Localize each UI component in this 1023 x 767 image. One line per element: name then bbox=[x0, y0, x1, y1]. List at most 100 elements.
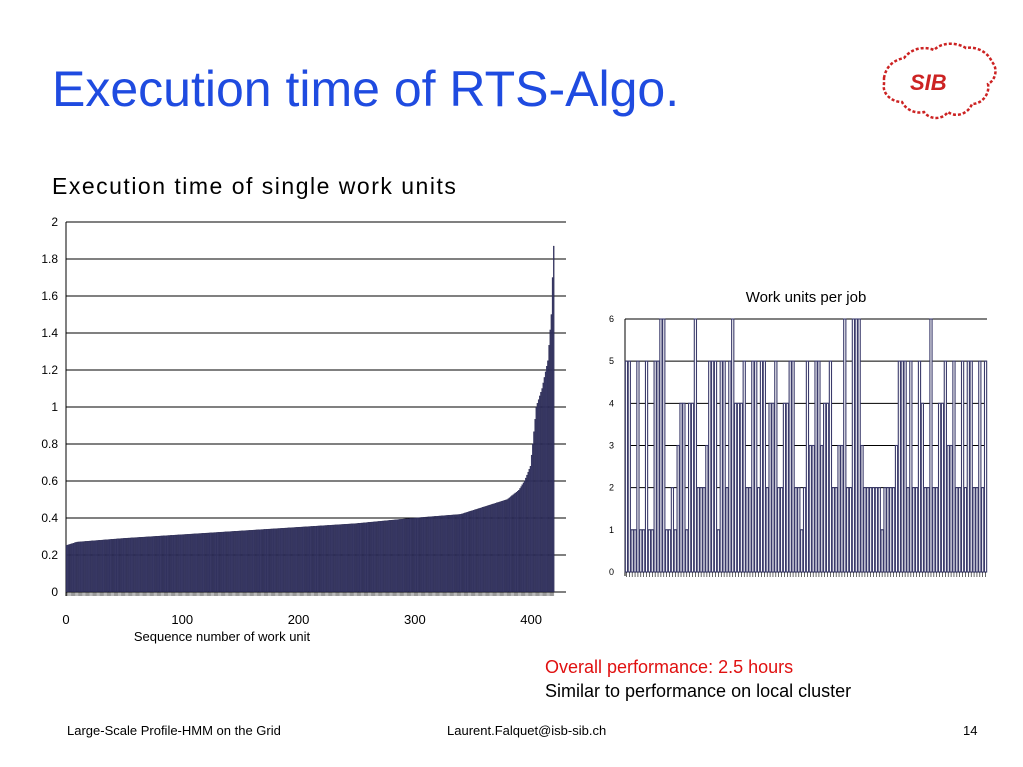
bar bbox=[182, 534, 184, 593]
bar bbox=[234, 531, 236, 593]
bar bbox=[290, 527, 292, 593]
bar bbox=[748, 487, 752, 573]
bar bbox=[75, 542, 77, 593]
bar bbox=[185, 534, 187, 593]
bar bbox=[955, 487, 959, 573]
bar bbox=[132, 537, 134, 593]
bar bbox=[547, 360, 549, 593]
bar bbox=[442, 515, 444, 593]
bar bbox=[527, 471, 529, 593]
bar bbox=[679, 402, 683, 573]
bar bbox=[153, 536, 155, 593]
bar bbox=[65, 545, 68, 593]
bar bbox=[256, 529, 258, 593]
bar bbox=[219, 532, 221, 593]
bar bbox=[682, 402, 686, 573]
bar bbox=[952, 360, 956, 573]
bar bbox=[250, 530, 253, 593]
bar bbox=[199, 533, 201, 593]
bar bbox=[270, 528, 272, 593]
bar bbox=[417, 517, 419, 593]
bar bbox=[539, 395, 541, 593]
bar bbox=[541, 388, 543, 593]
bar bbox=[460, 514, 462, 593]
bar bbox=[814, 360, 818, 573]
bar bbox=[161, 535, 163, 593]
bar bbox=[456, 514, 458, 593]
bar bbox=[448, 515, 450, 593]
bar bbox=[346, 523, 348, 593]
bar bbox=[327, 525, 329, 593]
bar bbox=[149, 536, 151, 593]
y-tick-label: 5 bbox=[609, 356, 614, 366]
bar bbox=[333, 524, 335, 593]
bar bbox=[477, 508, 479, 593]
bar bbox=[205, 532, 207, 593]
bar bbox=[283, 527, 285, 593]
bar bbox=[511, 495, 513, 593]
bar bbox=[380, 520, 383, 593]
bar bbox=[513, 493, 515, 593]
bar bbox=[310, 526, 312, 593]
y-tick-label: 0 bbox=[51, 585, 58, 599]
bar bbox=[496, 502, 498, 593]
bar bbox=[779, 487, 784, 573]
bar bbox=[421, 517, 423, 593]
bar bbox=[450, 514, 453, 593]
bar bbox=[321, 525, 323, 593]
bar bbox=[377, 521, 379, 593]
bar bbox=[140, 537, 142, 593]
bar bbox=[336, 524, 339, 593]
bar bbox=[774, 360, 778, 573]
bar bbox=[768, 402, 772, 573]
bar bbox=[268, 528, 270, 593]
bar bbox=[248, 530, 250, 593]
bar bbox=[920, 402, 924, 573]
bar bbox=[412, 517, 414, 593]
x-tick-label: 400 bbox=[520, 612, 542, 627]
bar bbox=[389, 520, 391, 593]
bar bbox=[451, 514, 454, 593]
bar bbox=[273, 528, 276, 593]
x-tick-label: 0 bbox=[62, 612, 69, 627]
bar bbox=[98, 540, 100, 593]
bar bbox=[210, 532, 212, 593]
bar bbox=[745, 487, 749, 573]
bar bbox=[510, 496, 512, 593]
bar bbox=[286, 527, 289, 593]
bar bbox=[236, 530, 239, 593]
bar bbox=[267, 529, 269, 593]
bar bbox=[471, 510, 473, 593]
bar bbox=[155, 536, 157, 593]
bar bbox=[154, 536, 156, 593]
bar bbox=[408, 518, 411, 593]
bar bbox=[458, 514, 461, 593]
bar bbox=[370, 521, 372, 593]
y-tick-label: 0.8 bbox=[41, 437, 58, 451]
bar bbox=[120, 538, 122, 593]
bar bbox=[351, 523, 354, 593]
bar bbox=[83, 541, 85, 593]
bar bbox=[384, 520, 386, 593]
bar bbox=[825, 402, 830, 573]
bar bbox=[731, 318, 735, 573]
bar bbox=[553, 245, 555, 593]
bar bbox=[335, 524, 337, 593]
bar bbox=[414, 517, 416, 593]
y-tick-label: 1.4 bbox=[41, 326, 58, 340]
bar bbox=[529, 466, 532, 593]
chart-title: Work units per job bbox=[746, 289, 867, 306]
x-tick-label: 200 bbox=[288, 612, 310, 627]
bar bbox=[400, 519, 403, 593]
bar bbox=[533, 431, 535, 593]
bar bbox=[886, 487, 890, 573]
bar bbox=[413, 517, 415, 593]
bar bbox=[869, 487, 873, 573]
bar bbox=[969, 360, 973, 573]
y-tick-label: 0.2 bbox=[41, 548, 58, 562]
bar bbox=[523, 480, 526, 593]
bar bbox=[647, 529, 652, 573]
bar bbox=[150, 536, 153, 593]
y-tick-label: 1.6 bbox=[41, 289, 58, 303]
bar bbox=[146, 536, 148, 593]
